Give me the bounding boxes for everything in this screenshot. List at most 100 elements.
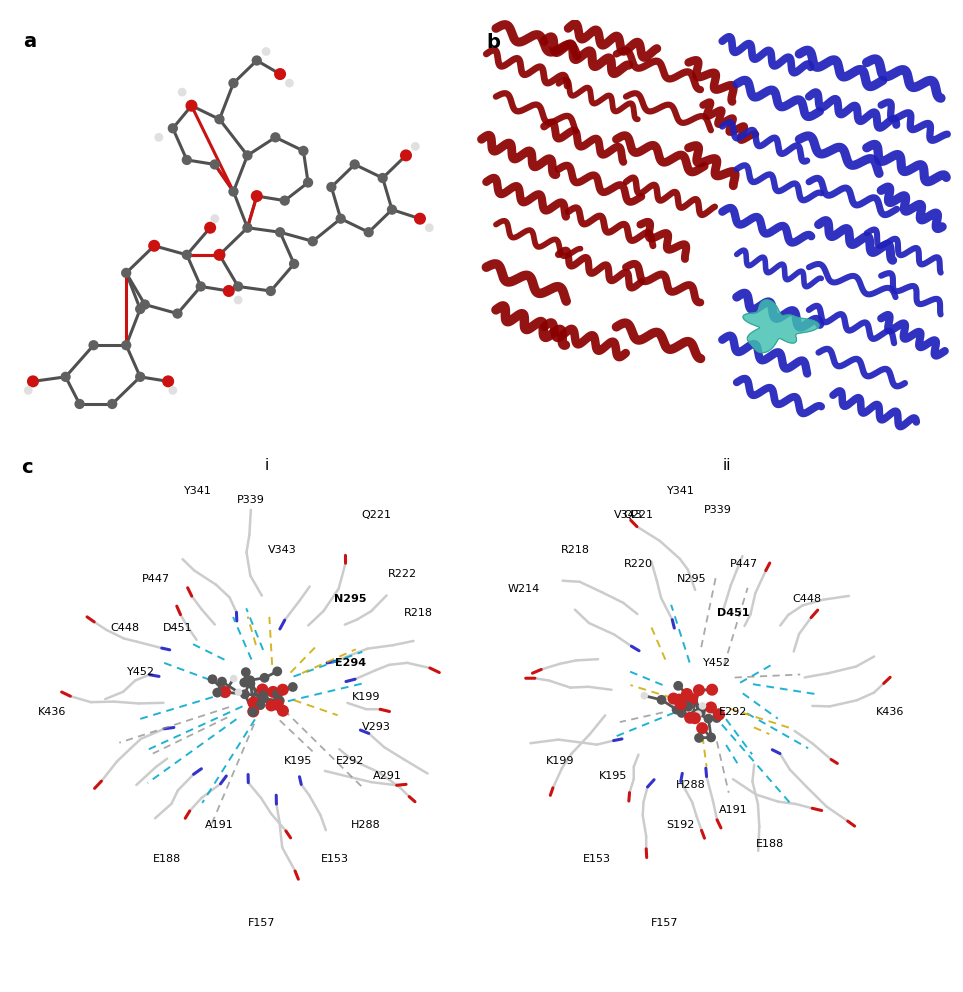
Text: E153: E153 xyxy=(321,854,349,864)
Point xyxy=(218,684,233,700)
Text: N295: N295 xyxy=(676,574,706,584)
Point xyxy=(305,233,321,249)
Point xyxy=(237,675,252,690)
Point xyxy=(165,383,180,399)
Point xyxy=(674,705,690,721)
Text: R218: R218 xyxy=(561,545,590,555)
Point xyxy=(72,396,88,412)
Point xyxy=(184,98,199,114)
Point xyxy=(704,682,719,697)
Point xyxy=(285,680,300,695)
Point xyxy=(133,302,148,317)
Point xyxy=(240,148,255,164)
Text: R220: R220 xyxy=(624,559,653,569)
Point xyxy=(384,201,400,217)
Point xyxy=(194,279,209,295)
Point xyxy=(212,247,227,263)
Point xyxy=(712,706,727,722)
Point xyxy=(272,692,287,708)
Point xyxy=(669,695,685,711)
Point xyxy=(258,44,273,60)
Point xyxy=(693,704,709,720)
Point xyxy=(25,373,40,389)
Point xyxy=(264,697,279,713)
Point xyxy=(665,690,681,706)
Point xyxy=(133,369,148,385)
Point xyxy=(58,369,73,385)
Point xyxy=(701,710,716,726)
Point xyxy=(214,674,229,689)
Text: b: b xyxy=(486,33,500,52)
Text: R222: R222 xyxy=(388,569,417,579)
Point xyxy=(273,66,288,82)
Text: P447: P447 xyxy=(143,574,170,584)
Text: i: i xyxy=(265,457,269,472)
Point xyxy=(399,148,414,164)
Point xyxy=(422,220,437,236)
Text: P447: P447 xyxy=(730,559,758,569)
Text: V343: V343 xyxy=(614,510,642,520)
Point xyxy=(286,256,301,272)
Point xyxy=(202,220,218,236)
Text: F157: F157 xyxy=(651,919,679,929)
Text: W214: W214 xyxy=(508,584,539,594)
Point xyxy=(246,703,261,719)
Point xyxy=(246,694,261,710)
Point xyxy=(685,689,700,705)
Point xyxy=(226,671,242,686)
Point xyxy=(205,672,221,687)
Point xyxy=(654,691,669,707)
Point xyxy=(161,373,176,389)
Point xyxy=(690,706,706,722)
Text: K199: K199 xyxy=(546,756,574,766)
Point xyxy=(238,665,253,681)
Point xyxy=(225,184,241,199)
Point xyxy=(671,691,687,707)
Point xyxy=(275,682,291,697)
Text: R218: R218 xyxy=(404,608,433,618)
Point xyxy=(333,210,349,226)
Point xyxy=(681,698,696,714)
Point xyxy=(694,698,710,714)
Point xyxy=(275,703,291,719)
Point xyxy=(273,224,288,240)
Point xyxy=(237,686,252,702)
Polygon shape xyxy=(743,300,820,353)
Text: A191: A191 xyxy=(718,806,747,815)
Point xyxy=(703,699,718,715)
Point xyxy=(266,683,281,699)
Text: K199: K199 xyxy=(351,692,380,702)
Point xyxy=(300,175,316,190)
Point xyxy=(105,396,120,412)
Point xyxy=(268,129,283,145)
Text: ii: ii xyxy=(722,457,731,472)
Text: Y452: Y452 xyxy=(703,658,732,668)
Text: Q221: Q221 xyxy=(624,510,654,520)
Point xyxy=(673,696,689,712)
Point xyxy=(252,697,268,713)
Text: E153: E153 xyxy=(583,854,611,864)
Point xyxy=(118,265,134,281)
Point xyxy=(412,210,428,226)
Point xyxy=(210,684,225,700)
Point xyxy=(347,157,362,173)
Point xyxy=(270,686,285,702)
Point xyxy=(146,238,162,254)
Text: H288: H288 xyxy=(351,819,381,829)
Point xyxy=(249,188,265,204)
Point xyxy=(679,686,694,702)
Text: S192: S192 xyxy=(666,819,695,829)
Point xyxy=(270,664,285,680)
Point xyxy=(670,678,686,693)
Point xyxy=(86,337,101,353)
Text: D451: D451 xyxy=(716,608,749,618)
Text: E292: E292 xyxy=(336,756,365,766)
Point xyxy=(361,224,377,240)
Text: K436: K436 xyxy=(876,706,904,717)
Text: H288: H288 xyxy=(676,781,706,791)
Text: E294: E294 xyxy=(335,658,366,668)
Text: Y452: Y452 xyxy=(127,668,155,678)
Point xyxy=(709,710,724,726)
Point xyxy=(212,111,227,127)
Point xyxy=(165,120,180,136)
